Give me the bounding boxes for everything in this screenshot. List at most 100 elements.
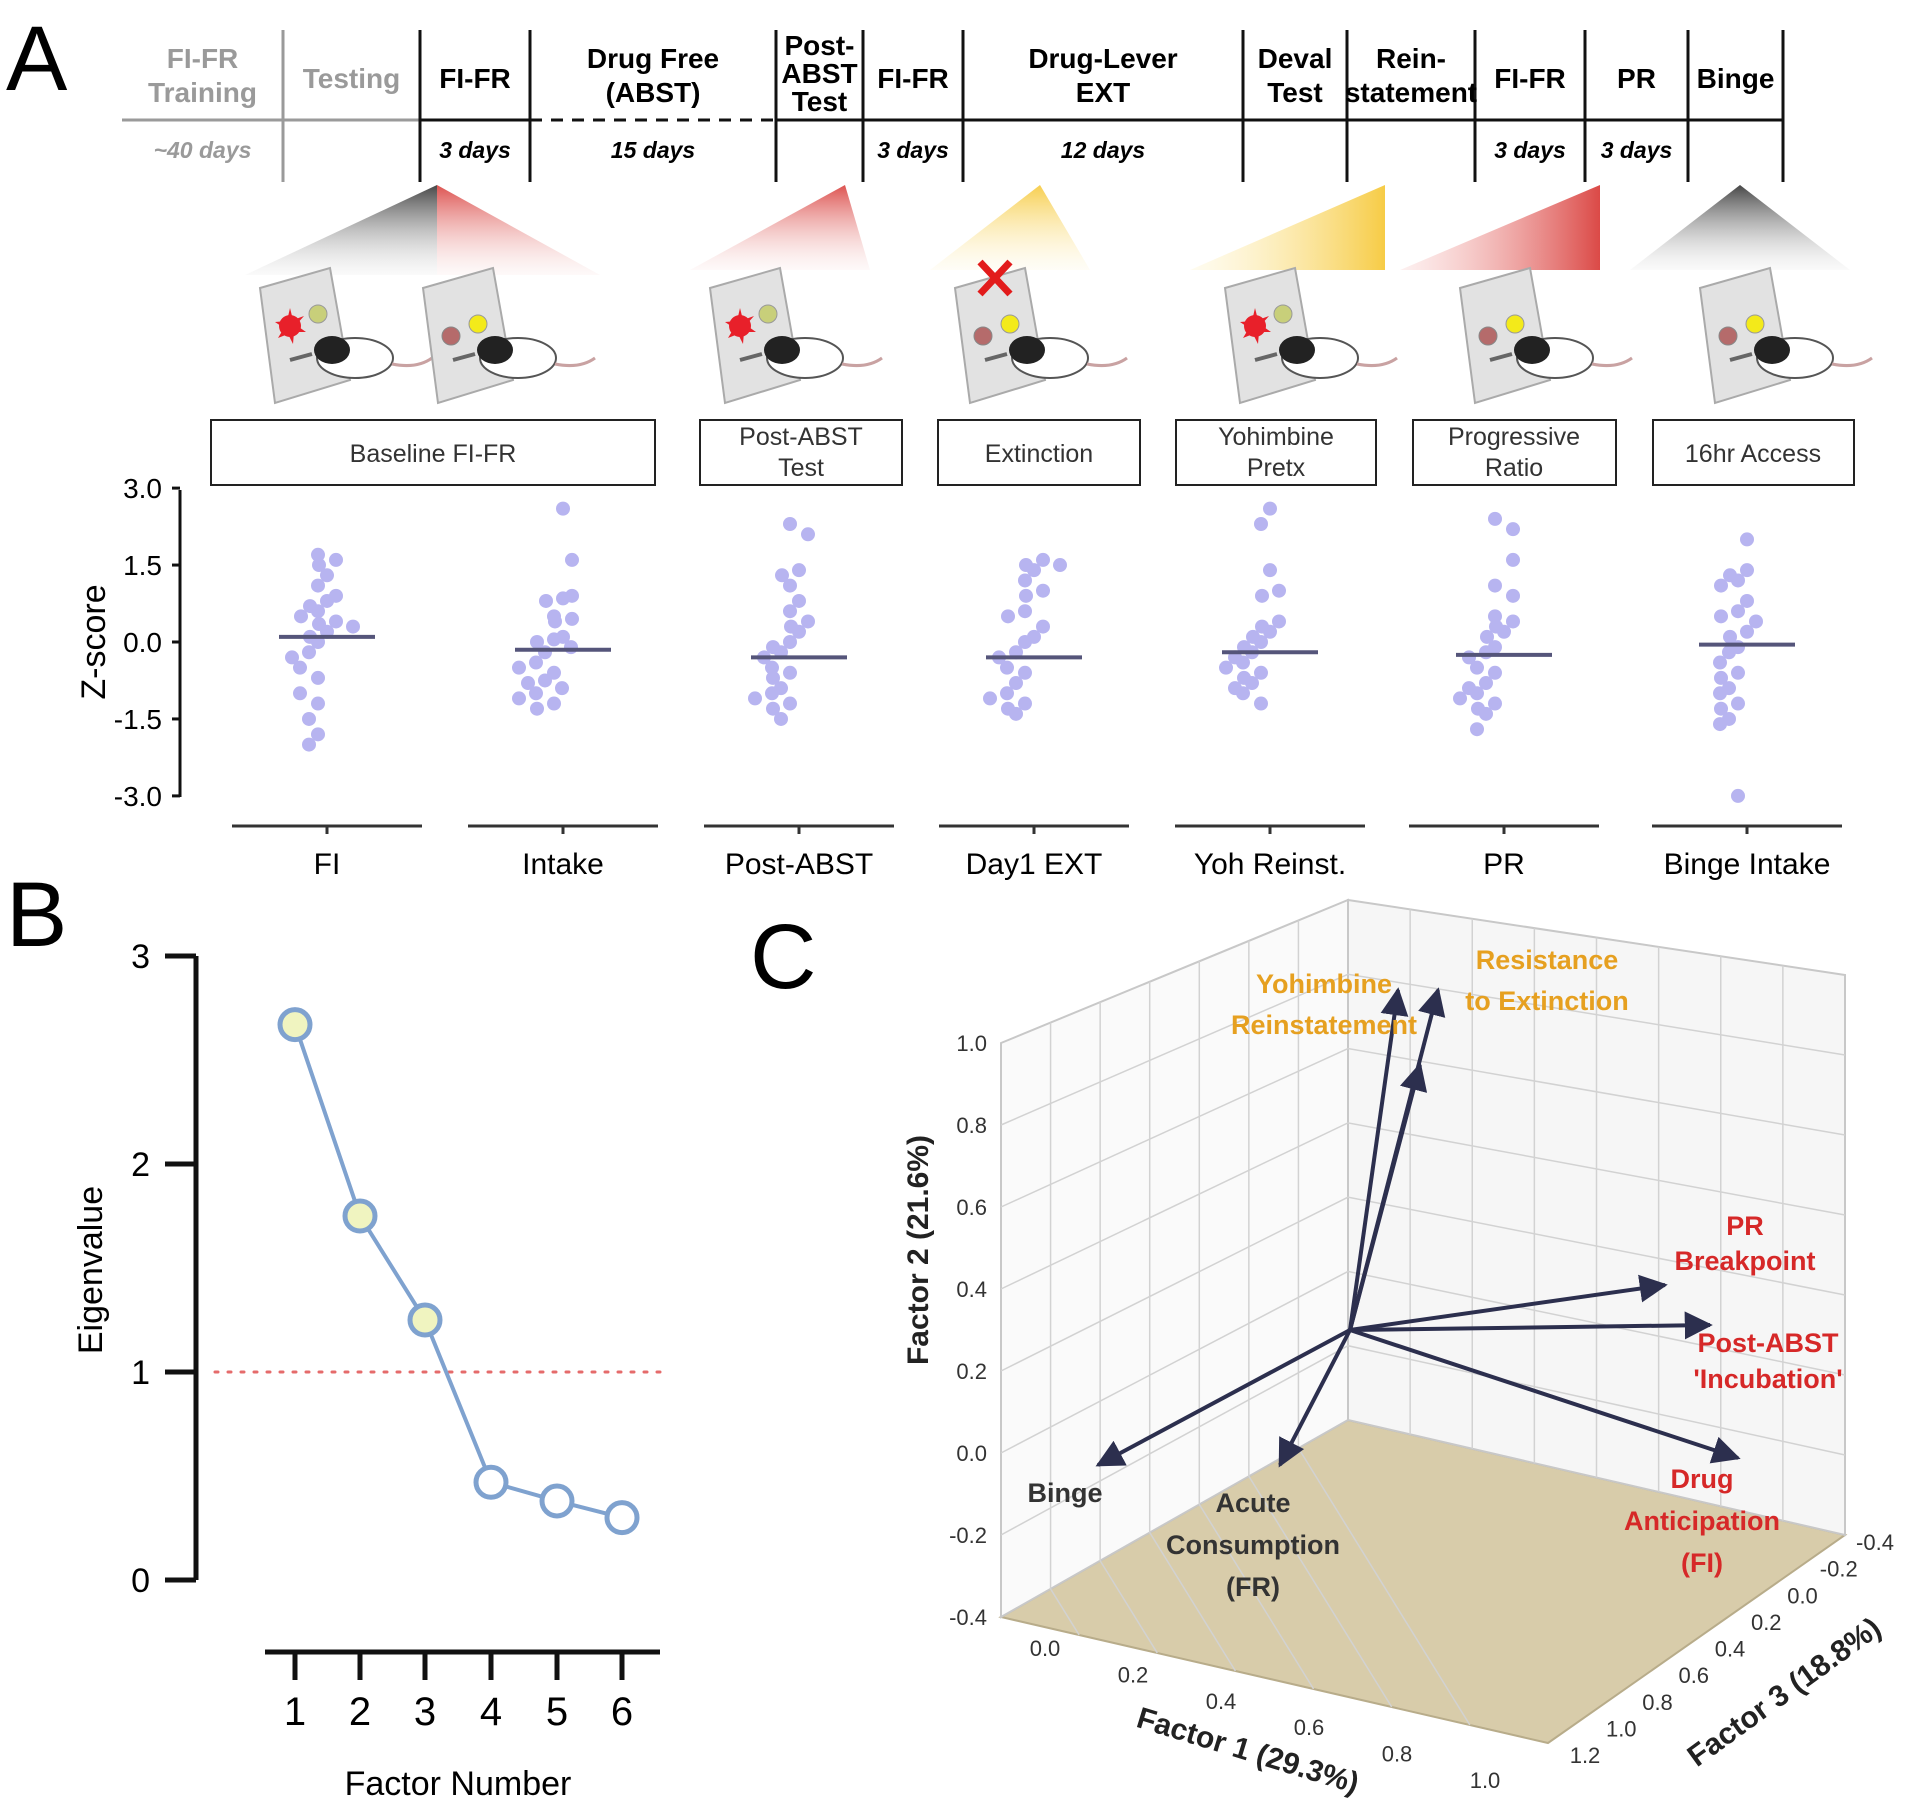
timeline-phase-label: PR — [1617, 63, 1656, 94]
cue-light-off-icon — [1718, 326, 1738, 346]
zscore-point — [1714, 609, 1728, 624]
zscore-point — [1713, 655, 1727, 670]
zscore-point — [311, 696, 325, 711]
grid-line — [1000, 1122, 1846, 1290]
timeline-phase-label: Training — [148, 77, 257, 108]
zscore-point — [774, 711, 788, 726]
zscore-point — [1254, 665, 1268, 680]
label-drug-anticipation: Drug — [1671, 1464, 1734, 1494]
timeline-phase-label: Deval — [1258, 43, 1333, 74]
scree-y-tick-label: 1 — [131, 1354, 150, 1392]
cue-flash-icon — [1240, 308, 1271, 344]
timeline-duration: 3 days — [439, 137, 511, 163]
zscore-point — [1731, 604, 1745, 619]
transition-triangle-red — [690, 185, 870, 270]
condition-box-label: Extinction — [985, 440, 1093, 468]
lever-icon — [289, 352, 313, 362]
operant-chamber-icon — [258, 266, 433, 405]
zscore-point — [512, 660, 526, 675]
cue-light-off-icon — [1478, 326, 1498, 346]
operant-chamber-icon — [1223, 266, 1398, 405]
zscore-point — [1723, 629, 1737, 644]
cue-light-off-icon — [441, 326, 461, 346]
scree-x-axis-title: Factor Number — [345, 1765, 572, 1803]
timeline-duration: 3 days — [1601, 137, 1673, 163]
zscore-category-label: PR — [1483, 848, 1525, 881]
zscore-point — [556, 591, 570, 606]
scree-line — [293, 1023, 623, 1520]
timeline-phase-label: FI-FR — [167, 43, 239, 74]
chamber-wall — [1223, 266, 1317, 405]
zscore-point — [1053, 558, 1067, 573]
timeline-phase-label: Test — [1267, 77, 1323, 108]
zscore-point — [1263, 563, 1277, 578]
lever-icon — [1729, 352, 1753, 362]
timeline-phase-label: Post- — [785, 30, 855, 61]
grid-line — [1148, 981, 1237, 1672]
factor2-tick-label: -0.4 — [949, 1605, 987, 1630]
factor-loading-3d-plot: 1.00.80.60.40.20.0-0.2-0.40.00.20.40.60.… — [902, 898, 1894, 1800]
grid-line — [1000, 1270, 1846, 1454]
scree-y-tick-label: 3 — [131, 938, 150, 976]
zscore-categories: FI Intake Post-ABST Day1 EXT Yoh Reinst. PR Bi… — [232, 824, 1842, 881]
factor1-tick-label: 0.4 — [1206, 1689, 1237, 1714]
factor3-tick-label: 0.4 — [1715, 1637, 1746, 1662]
zscore-point — [1453, 691, 1467, 706]
loading-vectors — [1095, 987, 1741, 1468]
zscore-point — [1470, 722, 1484, 737]
factor3-tick-label: -0.4 — [1856, 1530, 1894, 1555]
zscore-y-tick-label: 3.0 — [123, 473, 162, 504]
zscore-point — [783, 635, 797, 649]
vector-labels: Yohimbine Reinstatement Resistance to Ex… — [1027, 945, 1842, 1602]
cue-light-yellow-icon — [468, 314, 488, 334]
scree-point — [407, 1302, 443, 1338]
zscore-point — [792, 624, 806, 639]
zscore-point — [555, 681, 569, 696]
zscore-point — [530, 635, 544, 649]
zscore-point — [302, 645, 316, 660]
rat-head-icon — [314, 336, 350, 364]
zscore-point — [748, 691, 762, 706]
timeline-phase-label: FI-FR — [1494, 63, 1566, 94]
zscore-point — [529, 686, 543, 701]
zscore-y-tick-label: 0.0 — [123, 627, 162, 658]
zscore-point — [293, 686, 307, 701]
zscore-point — [775, 568, 789, 583]
condition-box — [1652, 419, 1855, 486]
lever-icon — [739, 352, 763, 362]
zscore-point — [1009, 676, 1023, 691]
vector-acute-consumption — [1278, 1329, 1352, 1468]
zscore-point — [801, 527, 815, 542]
zscore-point — [302, 737, 316, 752]
factor1-tick-label: 0.2 — [1118, 1662, 1149, 1687]
zscore-point — [1740, 593, 1754, 608]
zscore-point — [1731, 696, 1745, 711]
rat-head-icon — [1009, 336, 1045, 364]
cue-light-off-icon — [308, 304, 328, 324]
timeline-duration: 15 days — [611, 137, 695, 163]
zscore-point — [1018, 604, 1032, 619]
zscore-point — [1254, 696, 1268, 711]
zscore-point — [565, 552, 579, 567]
condition-box — [1412, 419, 1617, 486]
panel-b-letter: B — [6, 864, 67, 966]
zscore-point — [1254, 517, 1268, 532]
zscore-point — [783, 665, 797, 680]
zscore-point — [311, 547, 325, 562]
zscore-point — [1263, 501, 1277, 516]
condition-box-label: Progressive — [1448, 423, 1580, 451]
factor1-tick-label: 0.0 — [1030, 1636, 1061, 1661]
label-drug-anticipation: Anticipation — [1624, 1506, 1780, 1536]
grid-line — [1000, 1047, 1846, 1208]
zscore-point — [766, 701, 780, 716]
zscore-point — [1001, 609, 1015, 624]
condition-box-label: 16hr Access — [1685, 440, 1821, 468]
timeline-phase-label: Testing — [303, 63, 400, 94]
scree-x-tick-label: 4 — [480, 1690, 502, 1734]
zscore-point — [320, 593, 334, 608]
zscore-point — [1488, 511, 1502, 526]
label-post-abst-incubation: Post-ABST — [1698, 1328, 1840, 1358]
cue-light-yellow-icon — [1000, 314, 1020, 334]
factor3-tick-label: -0.2 — [1820, 1557, 1858, 1582]
